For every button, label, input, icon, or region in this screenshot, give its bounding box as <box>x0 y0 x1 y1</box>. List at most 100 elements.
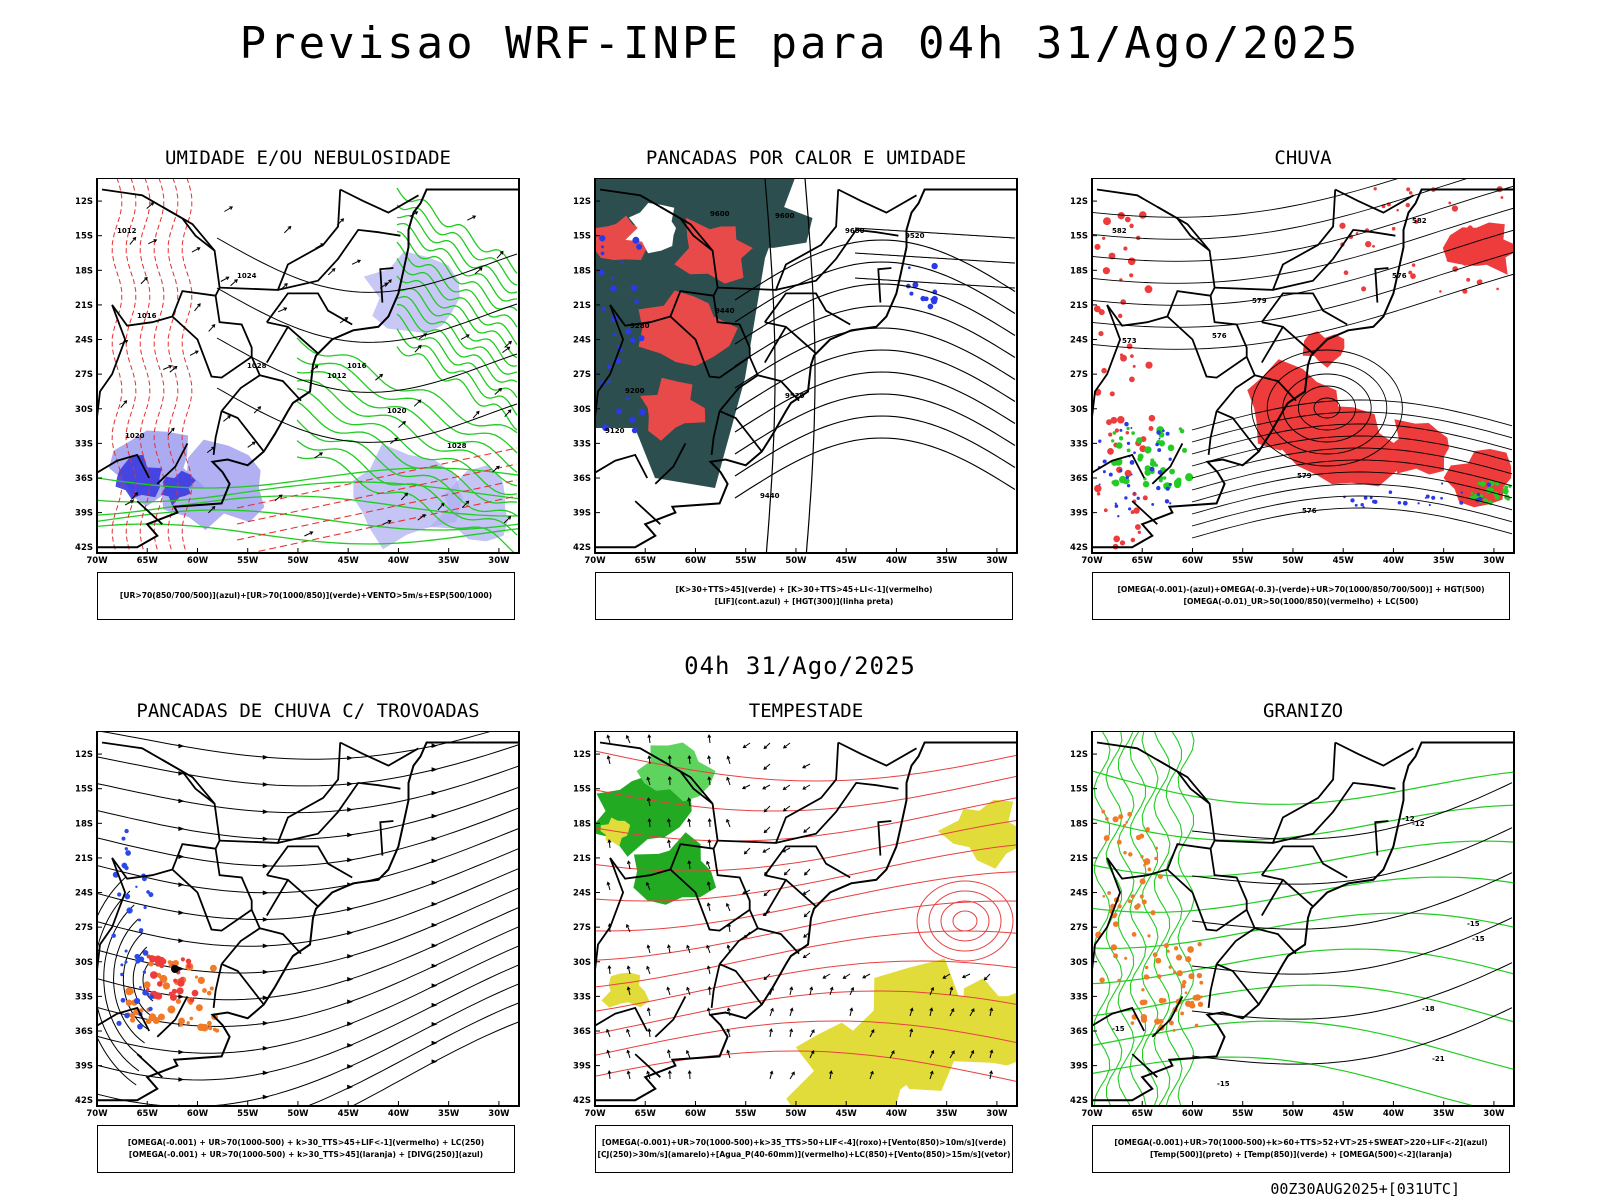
map-frame: 1012101610201024102810121016102010241028… <box>75 178 520 566</box>
humidity-green-contour <box>296 388 518 496</box>
wind-vector <box>809 1029 815 1038</box>
lifted-index-blue-contour <box>606 380 611 384</box>
map-chuva: 582 582 579 576 573 576 579 576 12S 15S 18S 21S 24S 2… <box>1070 178 1515 566</box>
border-line <box>710 963 721 1009</box>
contour-label: 9600 <box>775 212 795 220</box>
lifted-index-blue-contour <box>909 291 914 296</box>
red-thunderstorm-area <box>169 993 177 1001</box>
omega-green-area <box>1112 431 1117 435</box>
rain-red-area <box>1451 205 1459 212</box>
lon-label: 60W <box>685 556 707 566</box>
lat-label: 12S <box>1070 750 1088 760</box>
rain-red-area <box>1102 236 1106 240</box>
wind-vector <box>414 344 422 353</box>
orange-convection-area <box>202 988 207 993</box>
streamline-arrow <box>347 906 354 912</box>
lat-label: 24S <box>75 336 93 346</box>
wind-vector <box>706 881 711 891</box>
wind-vector <box>989 1007 994 1017</box>
contour-label: 9520 <box>905 232 925 240</box>
height-black-contour <box>1191 483 1513 515</box>
wind-vector <box>389 437 399 444</box>
contour-label: -15 <box>1467 920 1480 928</box>
rain-red-area <box>1096 492 1101 496</box>
divergence-blue-area <box>143 905 147 910</box>
red-thunderstorm-area <box>156 981 163 987</box>
divergence-blue-area <box>111 933 116 938</box>
lat-label: 36S <box>573 474 591 484</box>
omega-orange-area <box>1112 921 1119 927</box>
border-line <box>220 356 261 412</box>
lifted-index-blue-contour <box>920 295 926 302</box>
omega-orange-area <box>1176 970 1183 977</box>
wind-vector <box>626 1028 631 1038</box>
wind-vector <box>667 1070 672 1080</box>
contour-label: 1016 <box>347 362 367 370</box>
lon-label: 30W <box>986 556 1008 566</box>
streamline-arrow <box>347 930 354 936</box>
wind-vector <box>686 986 691 996</box>
wind-vector <box>989 1049 994 1059</box>
omega-blue-area <box>1119 428 1123 432</box>
thickness-red-contour <box>181 178 193 553</box>
wind-vector <box>626 1070 631 1080</box>
height-black-contour <box>734 437 1016 499</box>
jet-yellow-area <box>601 972 650 1008</box>
rain-red-area <box>1127 257 1136 266</box>
red-thunderstorm-area <box>177 979 185 987</box>
omega-blue-area <box>1136 496 1140 500</box>
instability-red-area <box>595 215 647 260</box>
lon-label: 35W <box>438 1109 460 1119</box>
wind-vector <box>667 818 671 828</box>
wind-vector <box>162 365 173 370</box>
border-line <box>1261 874 1314 908</box>
lon-label: 70W <box>584 1109 606 1119</box>
map-frame: 582 582 579 576 573 576 579 576 12S 15S 18S 21S 24S 2… <box>1070 178 1515 566</box>
rain-red-area <box>1396 208 1399 212</box>
temp500-black-contour <box>1191 872 1513 930</box>
border-line <box>764 292 851 326</box>
wind-vector <box>803 910 811 918</box>
thickness-red-contour <box>111 178 123 553</box>
omega-blue-area <box>1102 470 1106 474</box>
border-line <box>221 963 265 1006</box>
omega-blue-area <box>1354 503 1358 507</box>
rain-red-area <box>1365 242 1371 248</box>
contour-label: -21 <box>1432 1055 1445 1063</box>
lifted-index-blue-contour <box>620 260 624 264</box>
height-black-contour <box>1092 178 1402 218</box>
omega-orange-area <box>1131 931 1137 937</box>
omega-blue-area <box>1124 421 1129 427</box>
border-line <box>266 879 289 917</box>
omega-orange-area <box>1194 994 1201 1001</box>
divergence-blue-area <box>124 893 131 900</box>
temp500-black-contour <box>1191 1007 1513 1065</box>
omega-blue-area <box>1164 499 1170 504</box>
border-line <box>1261 321 1314 355</box>
omega-orange-area <box>1122 824 1126 827</box>
streamline <box>97 744 519 787</box>
rain-red-area <box>1103 217 1111 226</box>
legend-trovoadas: [OMEGA(-0.001) + UR>70(1000-500) + k>30_… <box>97 1125 515 1173</box>
legend-line: [OMEGA(-0.001)-(azul)+OMEGA(-0.3)-(verde… <box>1117 585 1485 594</box>
omega-orange-area <box>1152 952 1158 958</box>
omega-blue-area <box>1350 498 1355 503</box>
lat-label: 33S <box>1070 439 1088 449</box>
temp500-black-contour <box>1191 917 1513 975</box>
omega-orange-area <box>1173 970 1177 974</box>
wind-vector <box>606 1049 611 1059</box>
lat-label: 21S <box>75 854 93 864</box>
border-line <box>161 206 216 252</box>
lat-label: 39S <box>75 1062 93 1072</box>
contour-label: 579 <box>1297 472 1312 480</box>
border-line <box>212 963 223 1009</box>
lat-label: 21S <box>75 301 93 311</box>
streamline-arrow <box>347 976 354 982</box>
border-line <box>1156 206 1211 252</box>
lat-label: 33S <box>75 992 93 1002</box>
cyclone-red-contour <box>952 910 978 932</box>
omega-blue-area <box>1114 502 1117 505</box>
wind-vector <box>230 279 238 287</box>
height-black-contour <box>764 178 776 553</box>
